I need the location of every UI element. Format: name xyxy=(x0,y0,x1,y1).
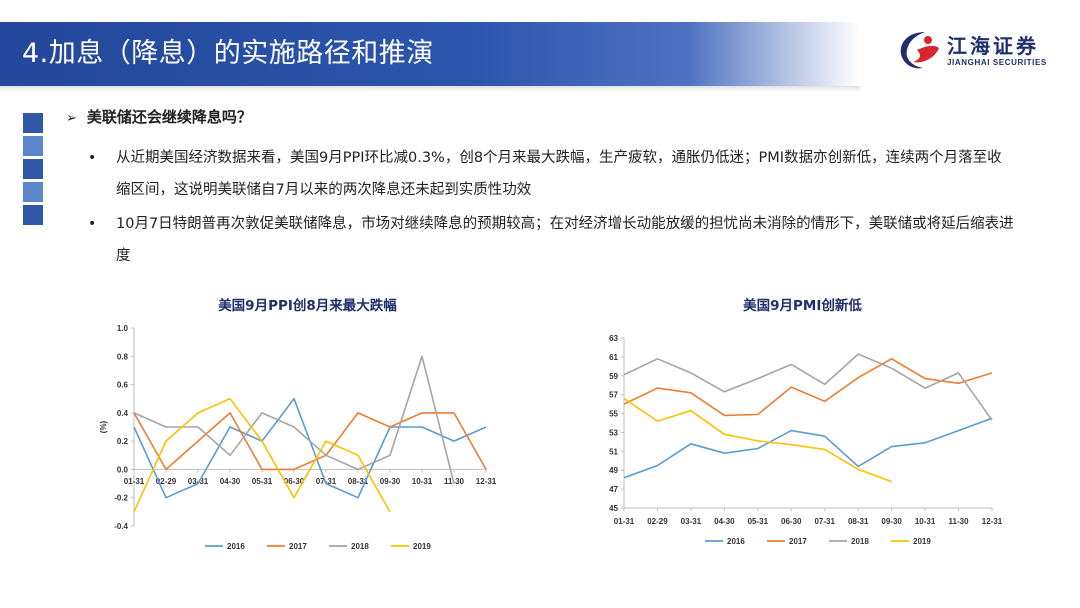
y-tick-label: 63 xyxy=(609,334,618,343)
y-tick-label: 59 xyxy=(609,372,618,381)
y-tick-label: 0.8 xyxy=(117,352,129,361)
title-bar-shadow xyxy=(0,86,860,92)
pmi-chart-title: 美国9月PMI创新低 xyxy=(743,298,862,314)
title-bar xyxy=(0,22,860,86)
bullet-text: 从近期美国经济数据来看，美国9月PPI环比减0.3%，创8个月来最大跌幅，生产疲… xyxy=(116,150,1002,198)
ppi-line-chart: 1.00.80.60.40.20.0-0.2-0.401-31 02-29 03-3… xyxy=(99,324,497,551)
series-line-2019 xyxy=(133,397,391,513)
page-title: 4.加息（降息）的实施路径和推演 xyxy=(22,38,434,69)
x-tick-label: 04-30 xyxy=(220,477,241,486)
y-tick-label: 49 xyxy=(609,466,618,475)
y-tick-label: 45 xyxy=(609,504,618,513)
legend-label-2019: 2019 xyxy=(413,542,431,551)
x-tick-label: 01-31 xyxy=(124,477,145,486)
series-line-2017 xyxy=(623,357,993,417)
series-line-2019 xyxy=(623,397,892,483)
bullet-dot-icon: • xyxy=(88,216,97,232)
y-tick-label: 0.4 xyxy=(117,409,129,418)
pmi-line-chart: 63 61 59 57 55 53 51 49 47 45 01-31 02-29 03-31 04-30… xyxy=(609,334,1003,546)
y-tick-label: 51 xyxy=(609,447,618,456)
x-tick-label: 02-29 xyxy=(156,477,177,486)
x-tick-label: 09-30 xyxy=(881,517,902,526)
x-tick-label: 04-30 xyxy=(714,517,735,526)
legend-label-2016: 2016 xyxy=(727,537,745,546)
y-tick-label: 0.0 xyxy=(117,465,129,474)
series-line-2016 xyxy=(623,417,993,479)
company-logo: 江海证券 JIANGHAI SECURITIES xyxy=(895,28,1065,72)
y-tick-label: -0.2 xyxy=(114,494,128,503)
x-tick-label: 12-31 xyxy=(982,517,1003,526)
y-tick-label: 53 xyxy=(609,428,618,437)
series-line-2017 xyxy=(133,412,487,471)
x-tick-label: 08-31 xyxy=(848,517,869,526)
series-line-2018 xyxy=(133,355,455,484)
x-tick-label: 07-31 xyxy=(316,477,337,486)
legend-label-2018: 2018 xyxy=(851,537,869,546)
bullet-dot-icon: • xyxy=(88,150,97,166)
y-tick-label: 57 xyxy=(609,391,618,400)
logo-name: 江海证券 xyxy=(947,34,1039,58)
legend-label-2017: 2017 xyxy=(789,537,807,546)
x-tick-label: 06-30 xyxy=(284,477,305,486)
logo-mark-icon xyxy=(900,32,939,69)
side-decoration xyxy=(23,113,43,228)
decor-square xyxy=(23,159,43,179)
x-tick-label: 06-30 xyxy=(781,517,802,526)
decor-square xyxy=(23,113,43,133)
question-text: 美联储还会继续降息吗？ xyxy=(86,108,252,126)
decor-square xyxy=(23,182,43,202)
x-tick-label: 05-31 xyxy=(748,517,769,526)
bullet-text: 10月7日特朗普再次敦促美联储降息，市场对继续降息的预期较高；在对经济增长动能放… xyxy=(116,216,1014,264)
x-tick-label: 10-31 xyxy=(915,517,936,526)
y-tick-label: -0.4 xyxy=(114,522,128,531)
decor-square xyxy=(23,136,43,156)
legend-label-2016: 2016 xyxy=(227,542,245,551)
x-tick-label: 01-31 xyxy=(614,517,635,526)
x-tick-label: 07-31 xyxy=(814,517,835,526)
y-tick-label: 61 xyxy=(609,353,618,362)
decor-square xyxy=(23,205,43,225)
x-tick-label: 12-31 xyxy=(476,477,497,486)
x-tick-label: 03-31 xyxy=(681,517,702,526)
y-tick-label: 0.6 xyxy=(117,381,129,390)
arrow-bullet-icon: ➢ xyxy=(66,111,77,126)
x-tick-label: 05-31 xyxy=(252,477,273,486)
x-tick-label: 09-30 xyxy=(380,477,401,486)
series-line-2018 xyxy=(623,353,993,421)
x-tick-label: 11-30 xyxy=(949,517,970,526)
ppi-chart-title: 美国9月PPI创8月来最大跌幅 xyxy=(218,298,397,314)
x-tick-label: 02-29 xyxy=(647,517,668,526)
section-question: ➢ 美联储还会继续降息吗？ xyxy=(66,106,252,127)
legend-label-2018: 2018 xyxy=(351,542,369,551)
x-tick-label: 08-31 xyxy=(348,477,369,486)
legend-label-2019: 2019 xyxy=(913,537,931,546)
y-axis-label: (%) xyxy=(99,420,108,433)
y-tick-label: 55 xyxy=(609,410,618,419)
y-tick-label: 47 xyxy=(609,485,618,494)
legend-label-2017: 2017 xyxy=(289,542,307,551)
y-tick-label: 0.2 xyxy=(117,437,129,446)
y-tick-label: 1.0 xyxy=(117,324,129,333)
x-tick-label: 10-31 xyxy=(412,477,433,486)
logo-english-name: JIANGHAI SECURITIES xyxy=(947,58,1047,67)
